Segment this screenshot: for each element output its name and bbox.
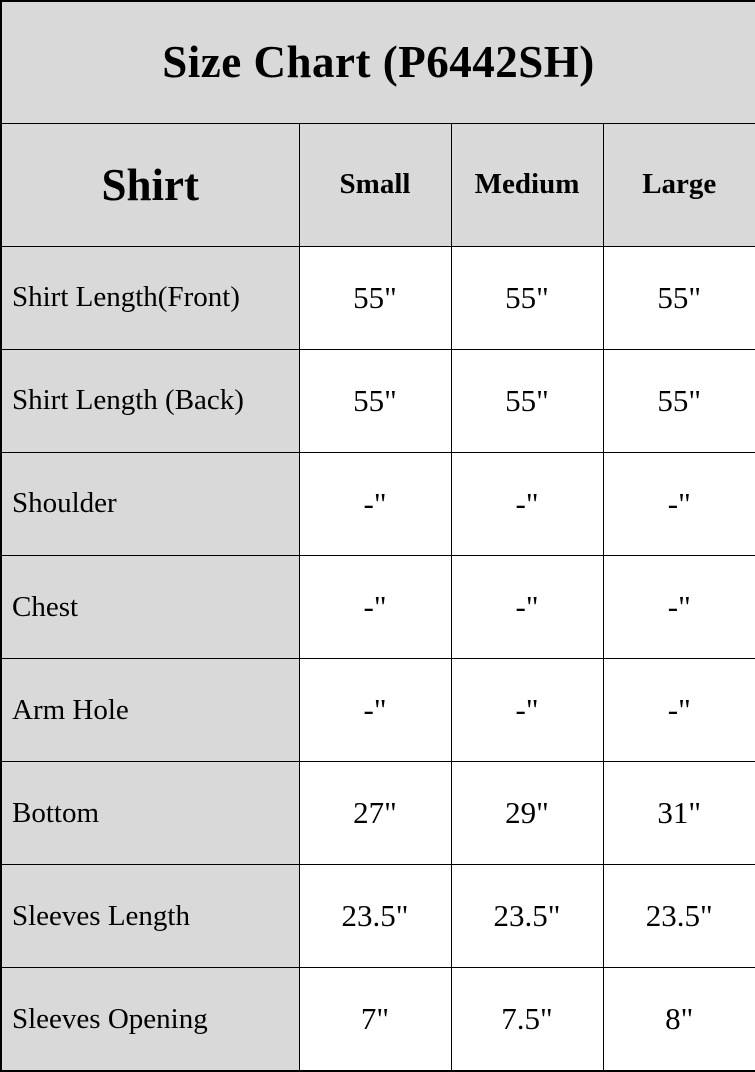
- measurement-value: -": [602, 451, 755, 557]
- measurement-value: 55": [602, 245, 755, 350]
- measurement-value: 7.5": [450, 967, 604, 1072]
- chart-title: Size Chart (P6442SH): [0, 0, 755, 124]
- measurement-value: 29": [450, 761, 604, 866]
- measurement-value: 55": [298, 348, 452, 453]
- table-row: Chest -" -" -": [0, 554, 755, 660]
- size-column-header-large: Large: [602, 122, 755, 247]
- table-row: Arm Hole -" -" -": [0, 658, 755, 763]
- measurement-value: -": [298, 451, 452, 557]
- measurement-label: Sleeves Opening: [0, 967, 300, 1072]
- measurement-label: Arm Hole: [0, 658, 300, 763]
- measurement-value: -": [602, 658, 755, 763]
- table-row: Shirt Length(Front) 55" 55" 55": [0, 245, 755, 350]
- size-column-header-medium: Medium: [450, 122, 604, 247]
- measurement-value: -": [298, 554, 452, 660]
- measurement-value: 23.5": [298, 864, 452, 969]
- title-row: Size Chart (P6442SH): [0, 0, 755, 124]
- table-row: Shirt Length (Back) 55" 55" 55": [0, 348, 755, 453]
- measurement-value: 55": [450, 348, 604, 453]
- measurement-value: -": [450, 554, 604, 660]
- header-row: Shirt Small Medium Large: [0, 122, 755, 247]
- measurement-label: Bottom: [0, 761, 300, 866]
- measurement-label: Shirt Length (Back): [0, 348, 300, 453]
- measurement-label: Sleeves Length: [0, 864, 300, 969]
- measurement-label: Shoulder: [0, 451, 300, 557]
- measurement-value: -": [450, 451, 604, 557]
- product-column-header: Shirt: [0, 122, 300, 247]
- measurement-value: -": [450, 658, 604, 763]
- measurement-value: 23.5": [602, 864, 755, 969]
- measurement-value: -": [602, 554, 755, 660]
- measurement-value: 31": [602, 761, 755, 866]
- size-column-header-small: Small: [298, 122, 452, 247]
- measurement-value: 7": [298, 967, 452, 1072]
- table-row: Bottom 27" 29" 31": [0, 761, 755, 866]
- measurement-value: 55": [450, 245, 604, 350]
- measurement-label: Chest: [0, 554, 300, 660]
- measurement-value: 55": [602, 348, 755, 453]
- measurement-value: 27": [298, 761, 452, 866]
- measurement-value: 55": [298, 245, 452, 350]
- table-row: Sleeves Opening 7" 7.5" 8": [0, 967, 755, 1072]
- measurement-value: 8": [602, 967, 755, 1072]
- table-row: Shoulder -" -" -": [0, 451, 755, 557]
- measurement-value: 23.5": [450, 864, 604, 969]
- table-row: Sleeves Length 23.5" 23.5" 23.5": [0, 864, 755, 969]
- measurement-value: -": [298, 658, 452, 763]
- measurement-label: Shirt Length(Front): [0, 245, 300, 350]
